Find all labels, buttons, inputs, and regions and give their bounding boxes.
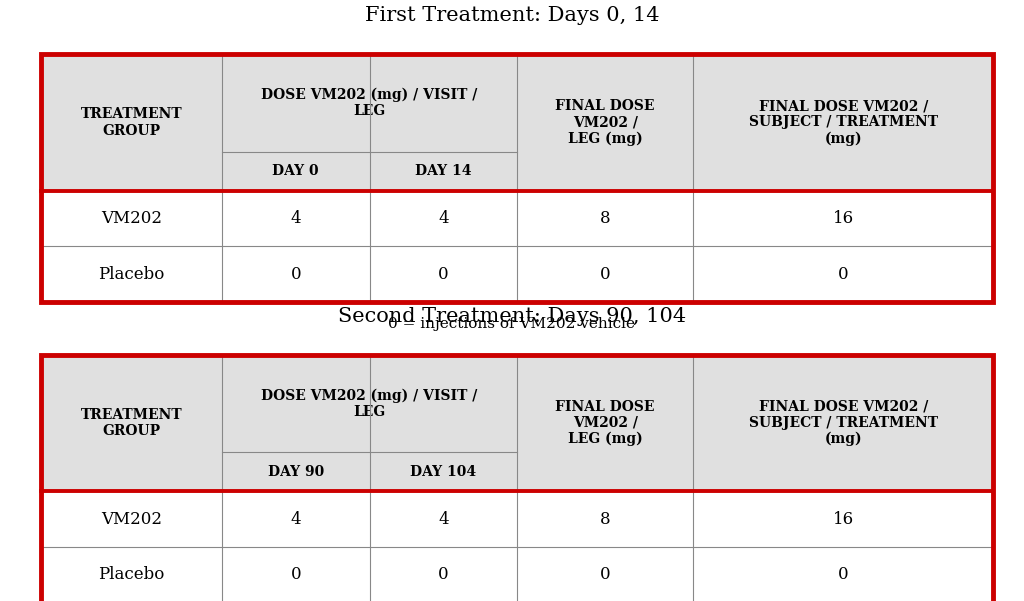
Bar — [222, 54, 370, 191]
Text: 16: 16 — [833, 210, 854, 227]
Bar — [517, 547, 693, 601]
Text: 0: 0 — [291, 266, 301, 282]
Text: 0: 0 — [438, 266, 449, 282]
Text: FINAL DOSE VM202 /
SUBJECT / TREATMENT
(mg): FINAL DOSE VM202 / SUBJECT / TREATMENT (… — [749, 99, 938, 146]
Bar — [693, 246, 993, 302]
Text: FINAL DOSE
VM202 /
LEG (mg): FINAL DOSE VM202 / LEG (mg) — [555, 99, 655, 146]
Text: 0: 0 — [600, 566, 610, 583]
Bar — [370, 492, 517, 547]
Bar — [41, 191, 222, 246]
Text: VM202: VM202 — [101, 210, 162, 227]
Bar — [41, 54, 222, 191]
Text: 0: 0 — [600, 266, 610, 282]
Bar — [222, 246, 370, 302]
Text: 4: 4 — [438, 511, 449, 528]
Bar — [41, 246, 222, 302]
Text: DOSE VM202 (mg) / VISIT /
LEG: DOSE VM202 (mg) / VISIT / LEG — [261, 388, 478, 419]
Text: Placebo: Placebo — [98, 266, 165, 282]
Bar — [41, 547, 222, 601]
Bar — [693, 492, 993, 547]
Text: DAY 14: DAY 14 — [415, 164, 472, 178]
Text: 4: 4 — [438, 210, 449, 227]
Bar — [370, 246, 517, 302]
Bar — [222, 355, 370, 492]
Bar — [517, 54, 693, 191]
Bar — [517, 191, 693, 246]
Bar — [517, 492, 693, 547]
Bar — [222, 492, 370, 547]
Bar — [693, 355, 993, 492]
Text: DOSE VM202 (mg) / VISIT /
LEG: DOSE VM202 (mg) / VISIT / LEG — [261, 88, 478, 118]
Text: DAY 90: DAY 90 — [267, 465, 324, 479]
Bar — [41, 54, 993, 302]
Bar — [517, 355, 693, 492]
Text: DAY 0: DAY 0 — [272, 164, 319, 178]
Bar — [693, 547, 993, 601]
Text: FINAL DOSE
VM202 /
LEG (mg): FINAL DOSE VM202 / LEG (mg) — [555, 400, 655, 447]
Bar — [370, 355, 517, 492]
Bar — [222, 191, 370, 246]
Text: 0: 0 — [291, 566, 301, 583]
Text: 0 = injections of VM202 vehicle: 0 = injections of VM202 vehicle — [388, 317, 636, 331]
Text: 8: 8 — [600, 210, 610, 227]
Text: 4: 4 — [291, 210, 301, 227]
Text: Second Treatment: Days 90, 104: Second Treatment: Days 90, 104 — [338, 307, 686, 326]
Bar — [370, 54, 517, 191]
Bar — [370, 191, 517, 246]
Bar — [41, 355, 222, 492]
Text: First Treatment: Days 0, 14: First Treatment: Days 0, 14 — [365, 6, 659, 25]
Bar — [222, 547, 370, 601]
Text: Placebo: Placebo — [98, 566, 165, 583]
Text: 0: 0 — [838, 566, 849, 583]
Text: 0: 0 — [438, 566, 449, 583]
Text: TREATMENT
GROUP: TREATMENT GROUP — [81, 108, 182, 138]
Text: TREATMENT
GROUP: TREATMENT GROUP — [81, 408, 182, 438]
Bar — [693, 54, 993, 191]
Text: 0: 0 — [838, 266, 849, 282]
Text: VM202: VM202 — [101, 511, 162, 528]
Bar — [693, 191, 993, 246]
Text: DAY 104: DAY 104 — [411, 465, 476, 479]
Bar — [517, 246, 693, 302]
Bar — [41, 355, 993, 601]
Text: FINAL DOSE VM202 /
SUBJECT / TREATMENT
(mg): FINAL DOSE VM202 / SUBJECT / TREATMENT (… — [749, 400, 938, 447]
Text: 8: 8 — [600, 511, 610, 528]
Bar — [41, 492, 222, 547]
Bar — [370, 547, 517, 601]
Text: 4: 4 — [291, 511, 301, 528]
Text: 16: 16 — [833, 511, 854, 528]
